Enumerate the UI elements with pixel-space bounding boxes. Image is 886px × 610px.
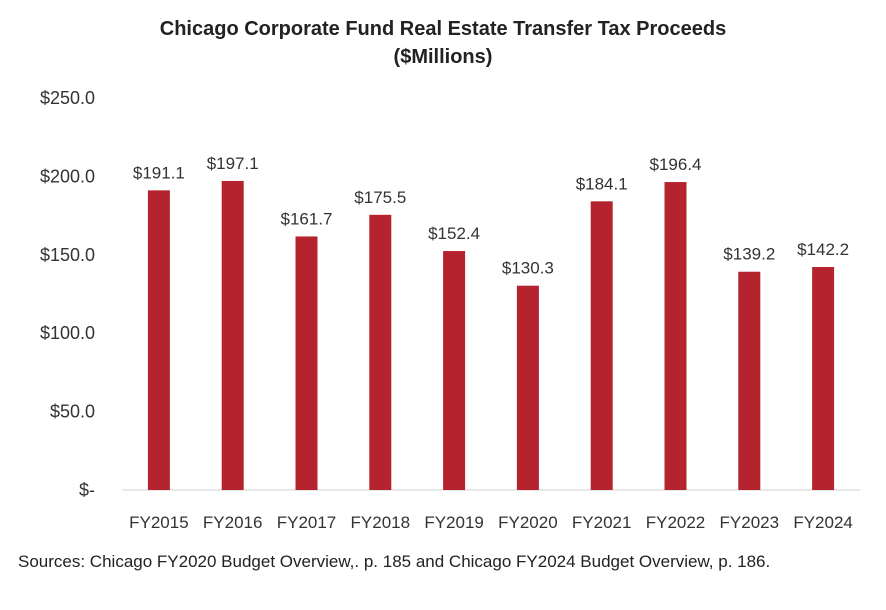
x-tick-label: FY2024 — [793, 513, 853, 532]
bar — [295, 236, 318, 490]
bar — [516, 285, 539, 490]
data-label: $161.7 — [281, 209, 333, 228]
bar — [147, 190, 170, 490]
bar — [590, 201, 613, 490]
data-label: $184.1 — [576, 174, 628, 193]
bar — [812, 267, 835, 490]
bar — [738, 271, 761, 490]
x-tick-label: FY2015 — [129, 513, 189, 532]
data-label: $175.5 — [354, 188, 406, 207]
data-label: $197.1 — [207, 154, 259, 173]
data-label: $130.3 — [502, 259, 554, 278]
chart-title: Chicago Corporate Fund Real Estate Trans… — [159, 18, 727, 40]
bar-chart: $- $50.0 $100.0 $150.0 $200.0 $250.0 $191.1 FY2… — [40, 88, 860, 532]
y-tick-label: $50.0 — [50, 402, 95, 422]
chart-subtitle: ($Millions) — [393, 46, 493, 68]
data-label: $196.4 — [650, 155, 702, 174]
bar — [369, 214, 392, 491]
x-tick-label: FY2023 — [720, 513, 780, 532]
bar — [443, 251, 466, 490]
y-tick-label: $200.0 — [40, 166, 95, 186]
x-tick-label: FY2017 — [277, 513, 337, 532]
x-tick-label: FY2018 — [351, 513, 411, 532]
bar — [221, 180, 244, 490]
data-label: $152.4 — [428, 224, 480, 243]
y-tick-label: $250.0 — [40, 88, 95, 108]
source-note: Sources: Chicago FY2020 Budget Overview,… — [18, 552, 771, 571]
y-tick-label: $- — [79, 480, 95, 500]
x-tick-label: FY2021 — [572, 513, 632, 532]
x-tick-label: FY2020 — [498, 513, 558, 532]
x-tick-label: FY2016 — [203, 513, 263, 532]
data-label: $191.1 — [133, 163, 185, 182]
y-tick-label: $150.0 — [40, 245, 95, 265]
x-tick-label: FY2022 — [646, 513, 706, 532]
data-label: $142.2 — [797, 240, 849, 259]
data-label: $139.2 — [723, 245, 775, 264]
x-tick-label: FY2019 — [424, 513, 484, 532]
bar — [664, 182, 687, 490]
y-tick-label: $100.0 — [40, 323, 95, 343]
